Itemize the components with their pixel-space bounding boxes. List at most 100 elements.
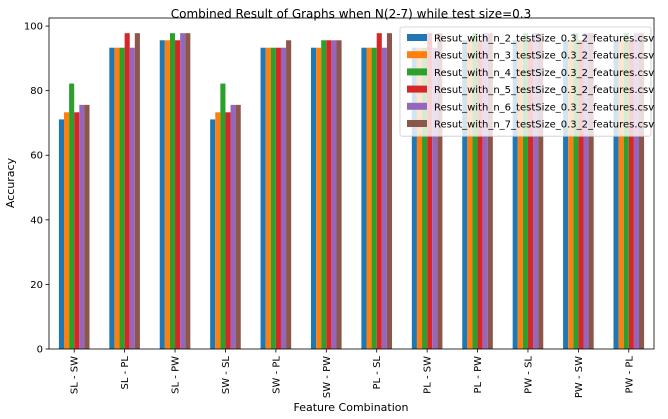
legend-swatch [407, 51, 427, 59]
bar [487, 33, 493, 350]
bar [583, 33, 589, 350]
bar [210, 119, 216, 350]
bar [411, 47, 417, 350]
x-tick-label: SW - SL [221, 356, 232, 395]
bar [477, 40, 483, 349]
bar [321, 40, 327, 349]
bar [220, 83, 226, 350]
legend-label: Resut_with_n_4_testSize_0.3_2_features.c… [434, 68, 654, 79]
bar [538, 33, 544, 350]
legend-label: Resut_with_n_2_testSize_0.3_2_features.c… [434, 34, 654, 45]
bar [527, 40, 534, 349]
plot-frame [48, 17, 655, 350]
legend-label: Resut_with_n_6_testSize_0.3_2_features.c… [434, 102, 654, 113]
bar [432, 47, 438, 350]
bar [371, 47, 377, 350]
bar [326, 40, 332, 349]
x-tick-label: SW - PW [322, 356, 333, 398]
bar [114, 47, 120, 350]
bar [427, 33, 433, 350]
bar [512, 40, 518, 349]
bar [522, 33, 528, 350]
legend-label: Resut_with_n_3_testSize_0.3_2_features.c… [434, 51, 654, 62]
bar [573, 33, 579, 350]
bar [230, 104, 236, 350]
bar [331, 40, 337, 349]
bar [69, 83, 75, 350]
bar [310, 47, 317, 350]
bar [467, 40, 473, 349]
bar [235, 104, 241, 350]
bar [623, 33, 629, 350]
bar [280, 47, 287, 350]
bar [462, 40, 468, 349]
bar [164, 40, 170, 349]
bar [175, 40, 181, 349]
x-tick-label: PL - PW [473, 356, 484, 394]
x-tick-label: SL - PW [171, 356, 182, 394]
bar [185, 33, 191, 350]
bar [386, 33, 393, 350]
bar [633, 33, 639, 350]
bar [361, 47, 367, 350]
bar [169, 33, 176, 350]
legend-swatch [407, 120, 427, 127]
x-tick-label: SW - PL [271, 356, 282, 394]
bar [286, 40, 292, 349]
bar [366, 47, 372, 350]
legend-label: Resut_with_n_5_testSize_0.3_2_features.c… [434, 85, 654, 96]
bar [119, 47, 125, 350]
bar [260, 47, 266, 350]
bar [628, 40, 634, 349]
x-tick-label: PL - SW [423, 356, 434, 394]
bar [618, 40, 624, 349]
bar [336, 40, 342, 349]
bar [58, 119, 65, 350]
legend-box [399, 26, 652, 137]
bar [437, 33, 443, 350]
bar [588, 33, 594, 350]
x-tick-label: PW - SW [574, 356, 585, 398]
bar [422, 47, 428, 350]
x-tick-label: PL - SL [372, 356, 383, 390]
x-axis: SL - SW SL - PL SL - PW SW - SL SW - PL SW - … [70, 349, 635, 398]
bar [129, 47, 135, 350]
bar [275, 47, 281, 350]
bar [563, 40, 569, 349]
y-tick-label: 20 [30, 280, 43, 291]
legend: Resut_with_n_2_testSize_0.3_2_features.c… [399, 26, 654, 137]
bars-group [58, 33, 645, 350]
x-tick-label: PW - SL [523, 356, 534, 394]
bar [134, 33, 140, 350]
bar [381, 47, 387, 350]
bar [638, 33, 645, 350]
bar [517, 40, 523, 349]
bar [578, 40, 584, 349]
legend-swatch [407, 34, 427, 41]
bar [64, 112, 70, 349]
bar [316, 47, 322, 350]
bar [568, 40, 574, 349]
bar [265, 47, 271, 350]
bar [416, 47, 423, 350]
bar [225, 112, 231, 349]
bar [482, 33, 488, 350]
y-axis: 0 20 40 60 80 100 [24, 22, 49, 356]
bar [215, 112, 221, 349]
y-tick-label: 80 [30, 86, 43, 97]
bar [124, 33, 130, 350]
bar [472, 33, 478, 350]
bar [84, 104, 90, 350]
y-axis-label: Accuracy [4, 157, 17, 208]
x-tick-label: SL - SW [70, 356, 81, 394]
bar [613, 40, 619, 349]
y-tick-label: 60 [30, 151, 43, 162]
bar [159, 40, 165, 349]
legend-label: Resut_with_n_7_testSize_0.3_2_features.c… [434, 120, 654, 131]
y-tick-label: 0 [37, 345, 43, 356]
bar [180, 33, 186, 350]
legend-swatch [407, 68, 427, 76]
bar [376, 33, 382, 350]
legend-swatch [407, 102, 427, 110]
